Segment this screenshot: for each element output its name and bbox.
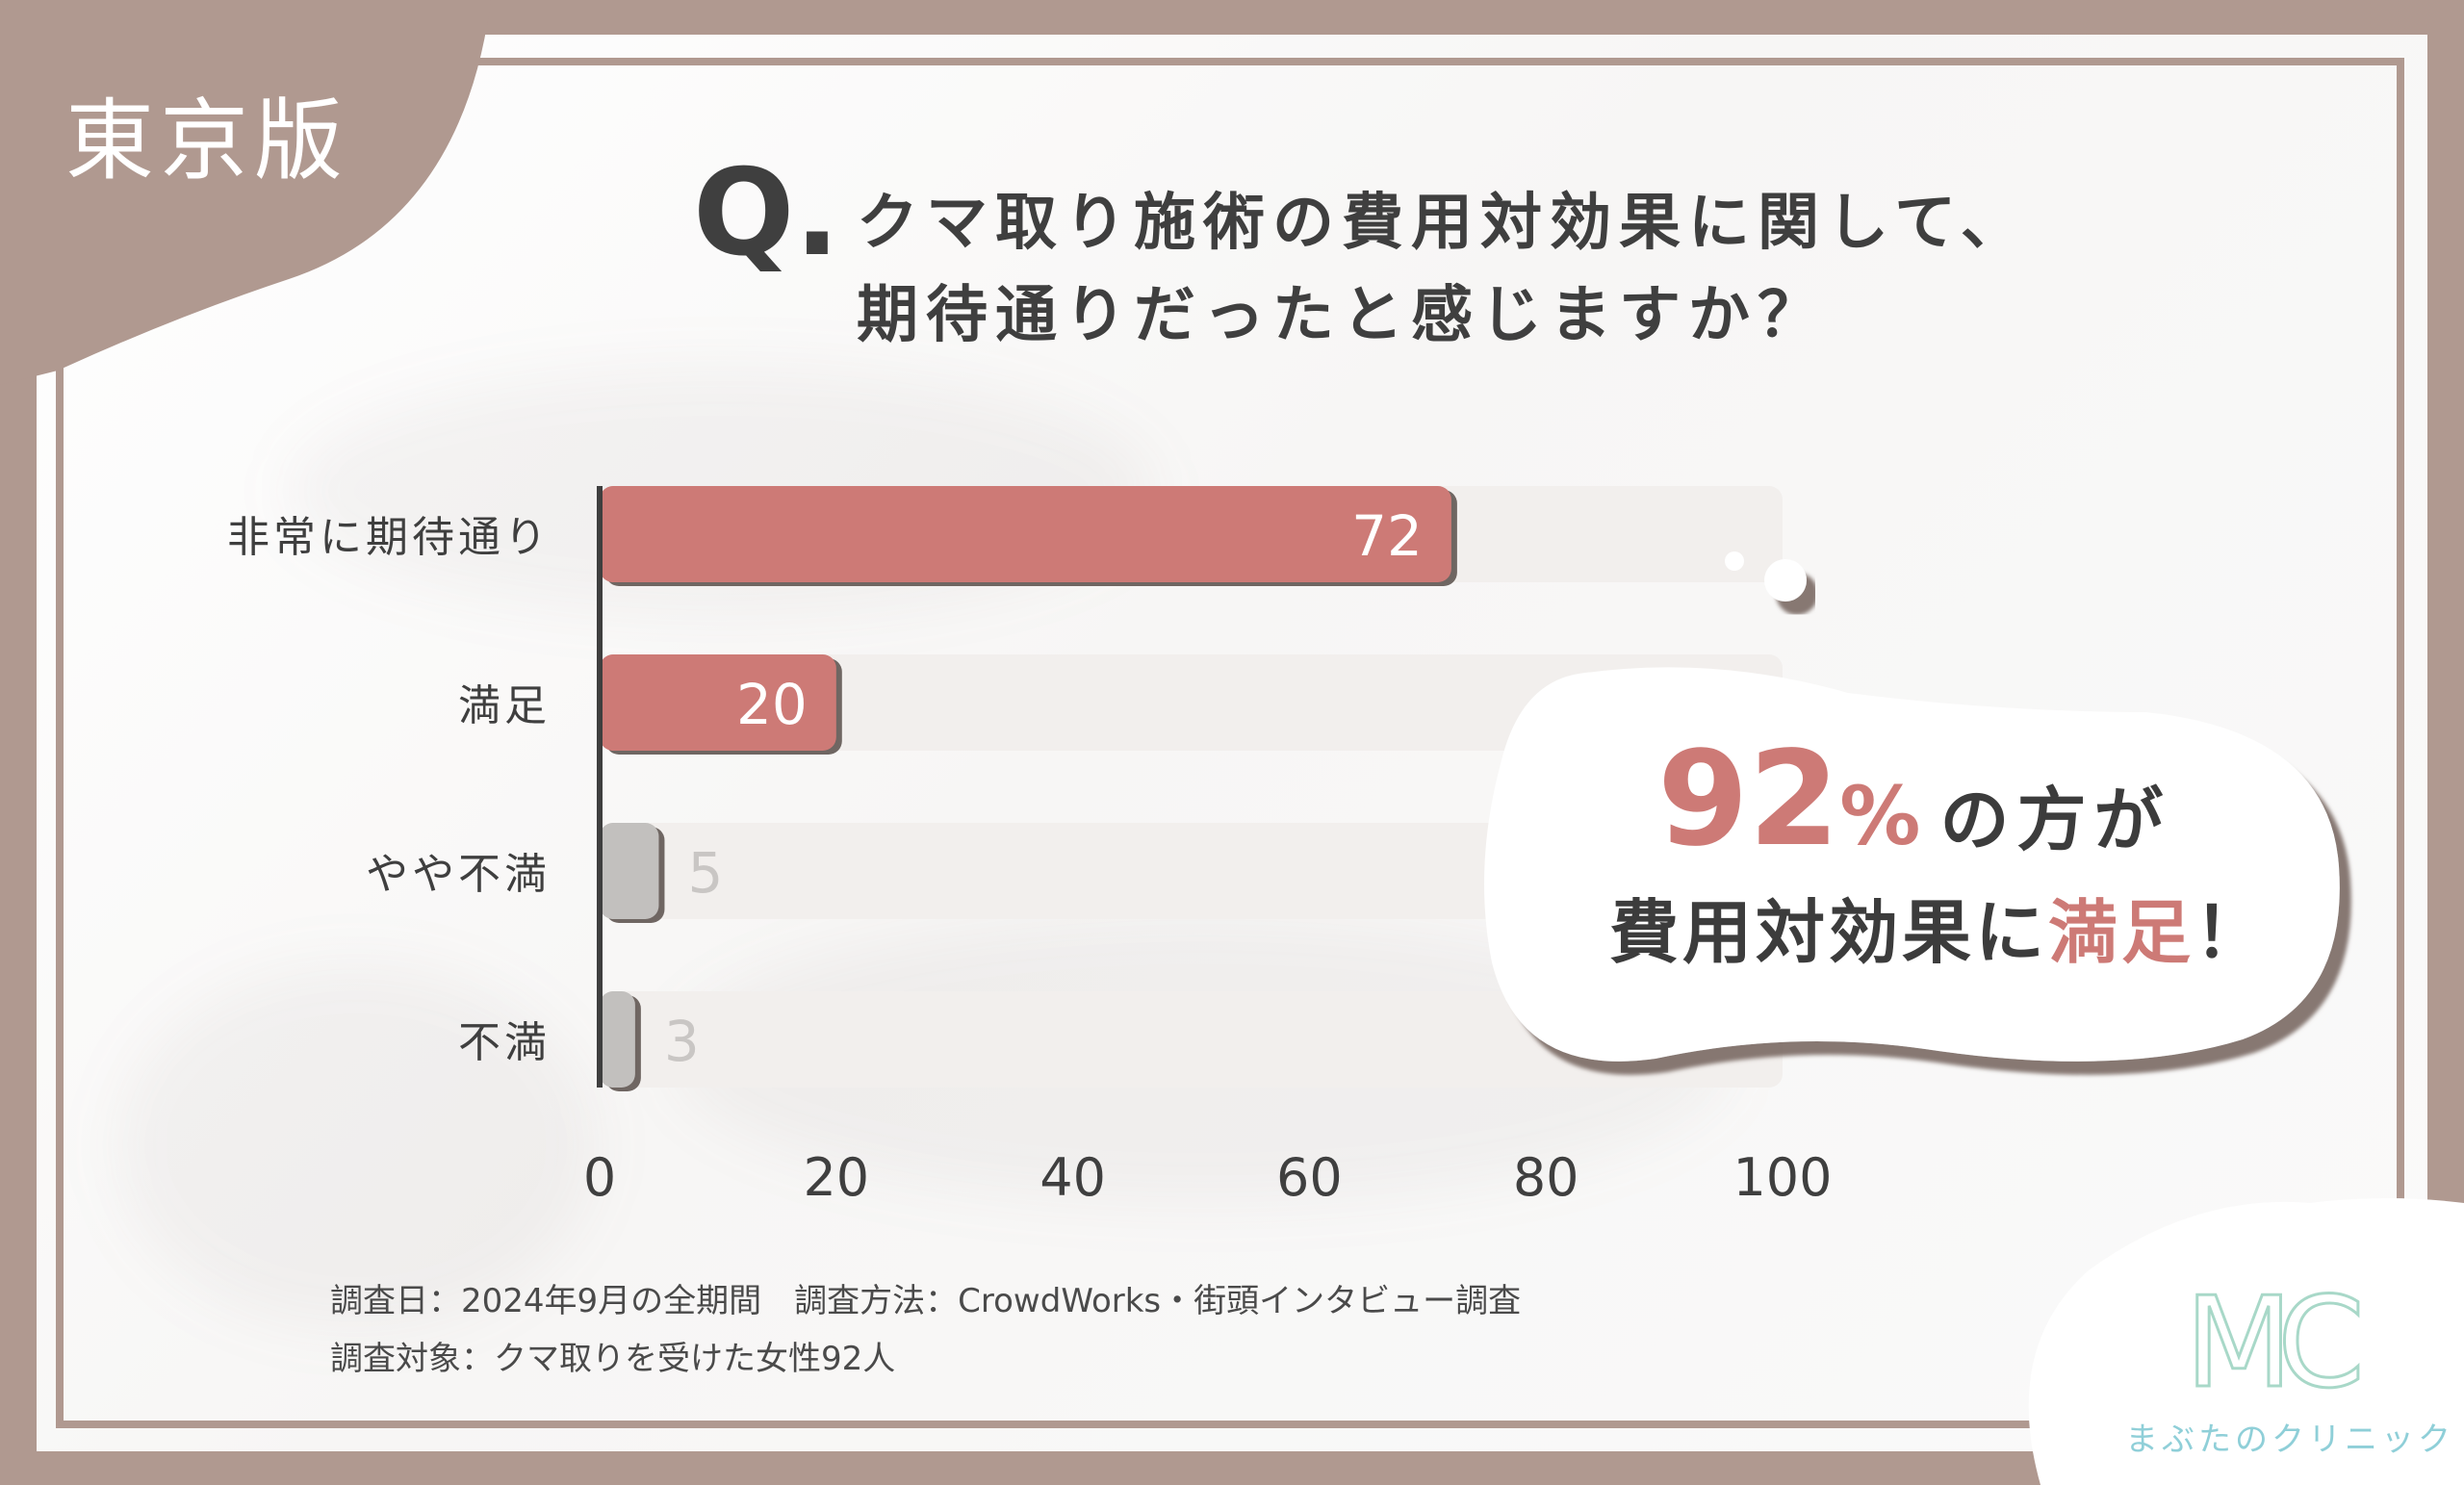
callout-bubble xyxy=(1484,667,2340,1062)
background-shadow xyxy=(116,962,597,1328)
inner-frame xyxy=(56,58,2404,1428)
bubble-dot-small xyxy=(1725,551,1744,571)
x-tick-label: 100 xyxy=(1732,1147,1832,1208)
corner-badge-shape xyxy=(0,0,491,385)
callout-text-2-pre: 費用対効果に xyxy=(1609,892,2049,973)
bar-track xyxy=(600,991,1783,1088)
footnote-line-2: 調査対象：クマ取りを受けた女性92人 xyxy=(330,1340,896,1378)
category-label: やや不満 xyxy=(366,850,551,899)
x-tick-label: 20 xyxy=(803,1147,869,1208)
callout-text-2-post: ！ xyxy=(2194,892,2269,973)
category-label: 満足 xyxy=(458,681,551,730)
callout-line-2: 費用対効果に満足！ xyxy=(1609,876,2268,977)
bubble-dot-large xyxy=(1764,559,1807,602)
category-label: 非常に期待通り xyxy=(227,513,551,562)
value-label: 20 xyxy=(736,672,808,737)
footnote: 調査日：2024年9月の全期間 調査方法：CrowdWorks・街頭インタビュー… xyxy=(330,1272,1521,1388)
bar-1 xyxy=(600,486,1451,582)
value-label: 3 xyxy=(664,1009,700,1074)
callout-line-1: 92% の方が xyxy=(1657,724,2170,876)
value-label: 5 xyxy=(687,840,723,906)
bar-3 xyxy=(600,823,659,919)
callout-text-1: の方が xyxy=(1939,780,2171,860)
question-line-2: 期待通りだったと感じますか？ xyxy=(857,280,1827,351)
x-tick-label: 60 xyxy=(1276,1147,1343,1208)
bar-2 xyxy=(600,654,836,751)
footnote-line-1: 調査日：2024年9月の全期間 調査方法：CrowdWorks・街頭インタビュー… xyxy=(330,1282,1522,1320)
value-label: 72 xyxy=(1351,503,1423,569)
category-label: 不満 xyxy=(458,1018,551,1067)
question-mark: Q. xyxy=(693,144,840,283)
region-badge: 東京版 xyxy=(65,90,349,192)
callout-percent-unit: % xyxy=(1839,769,1921,863)
clinic-name: まぶたのクリニック xyxy=(2125,1421,2454,1459)
bar-4 xyxy=(600,991,635,1088)
x-tick-label: 0 xyxy=(583,1147,616,1208)
question-line-1: クマ取り施術の費用対効果に関して、 xyxy=(857,188,2030,259)
bar-track xyxy=(600,654,1783,751)
x-tick-label: 40 xyxy=(1040,1147,1106,1208)
callout-percent: 92 xyxy=(1657,724,1840,876)
callout-text-2-highlight: 満足 xyxy=(2048,892,2195,973)
x-tick-label: 80 xyxy=(1513,1147,1579,1208)
logo-mark: MC xyxy=(2185,1269,2358,1416)
